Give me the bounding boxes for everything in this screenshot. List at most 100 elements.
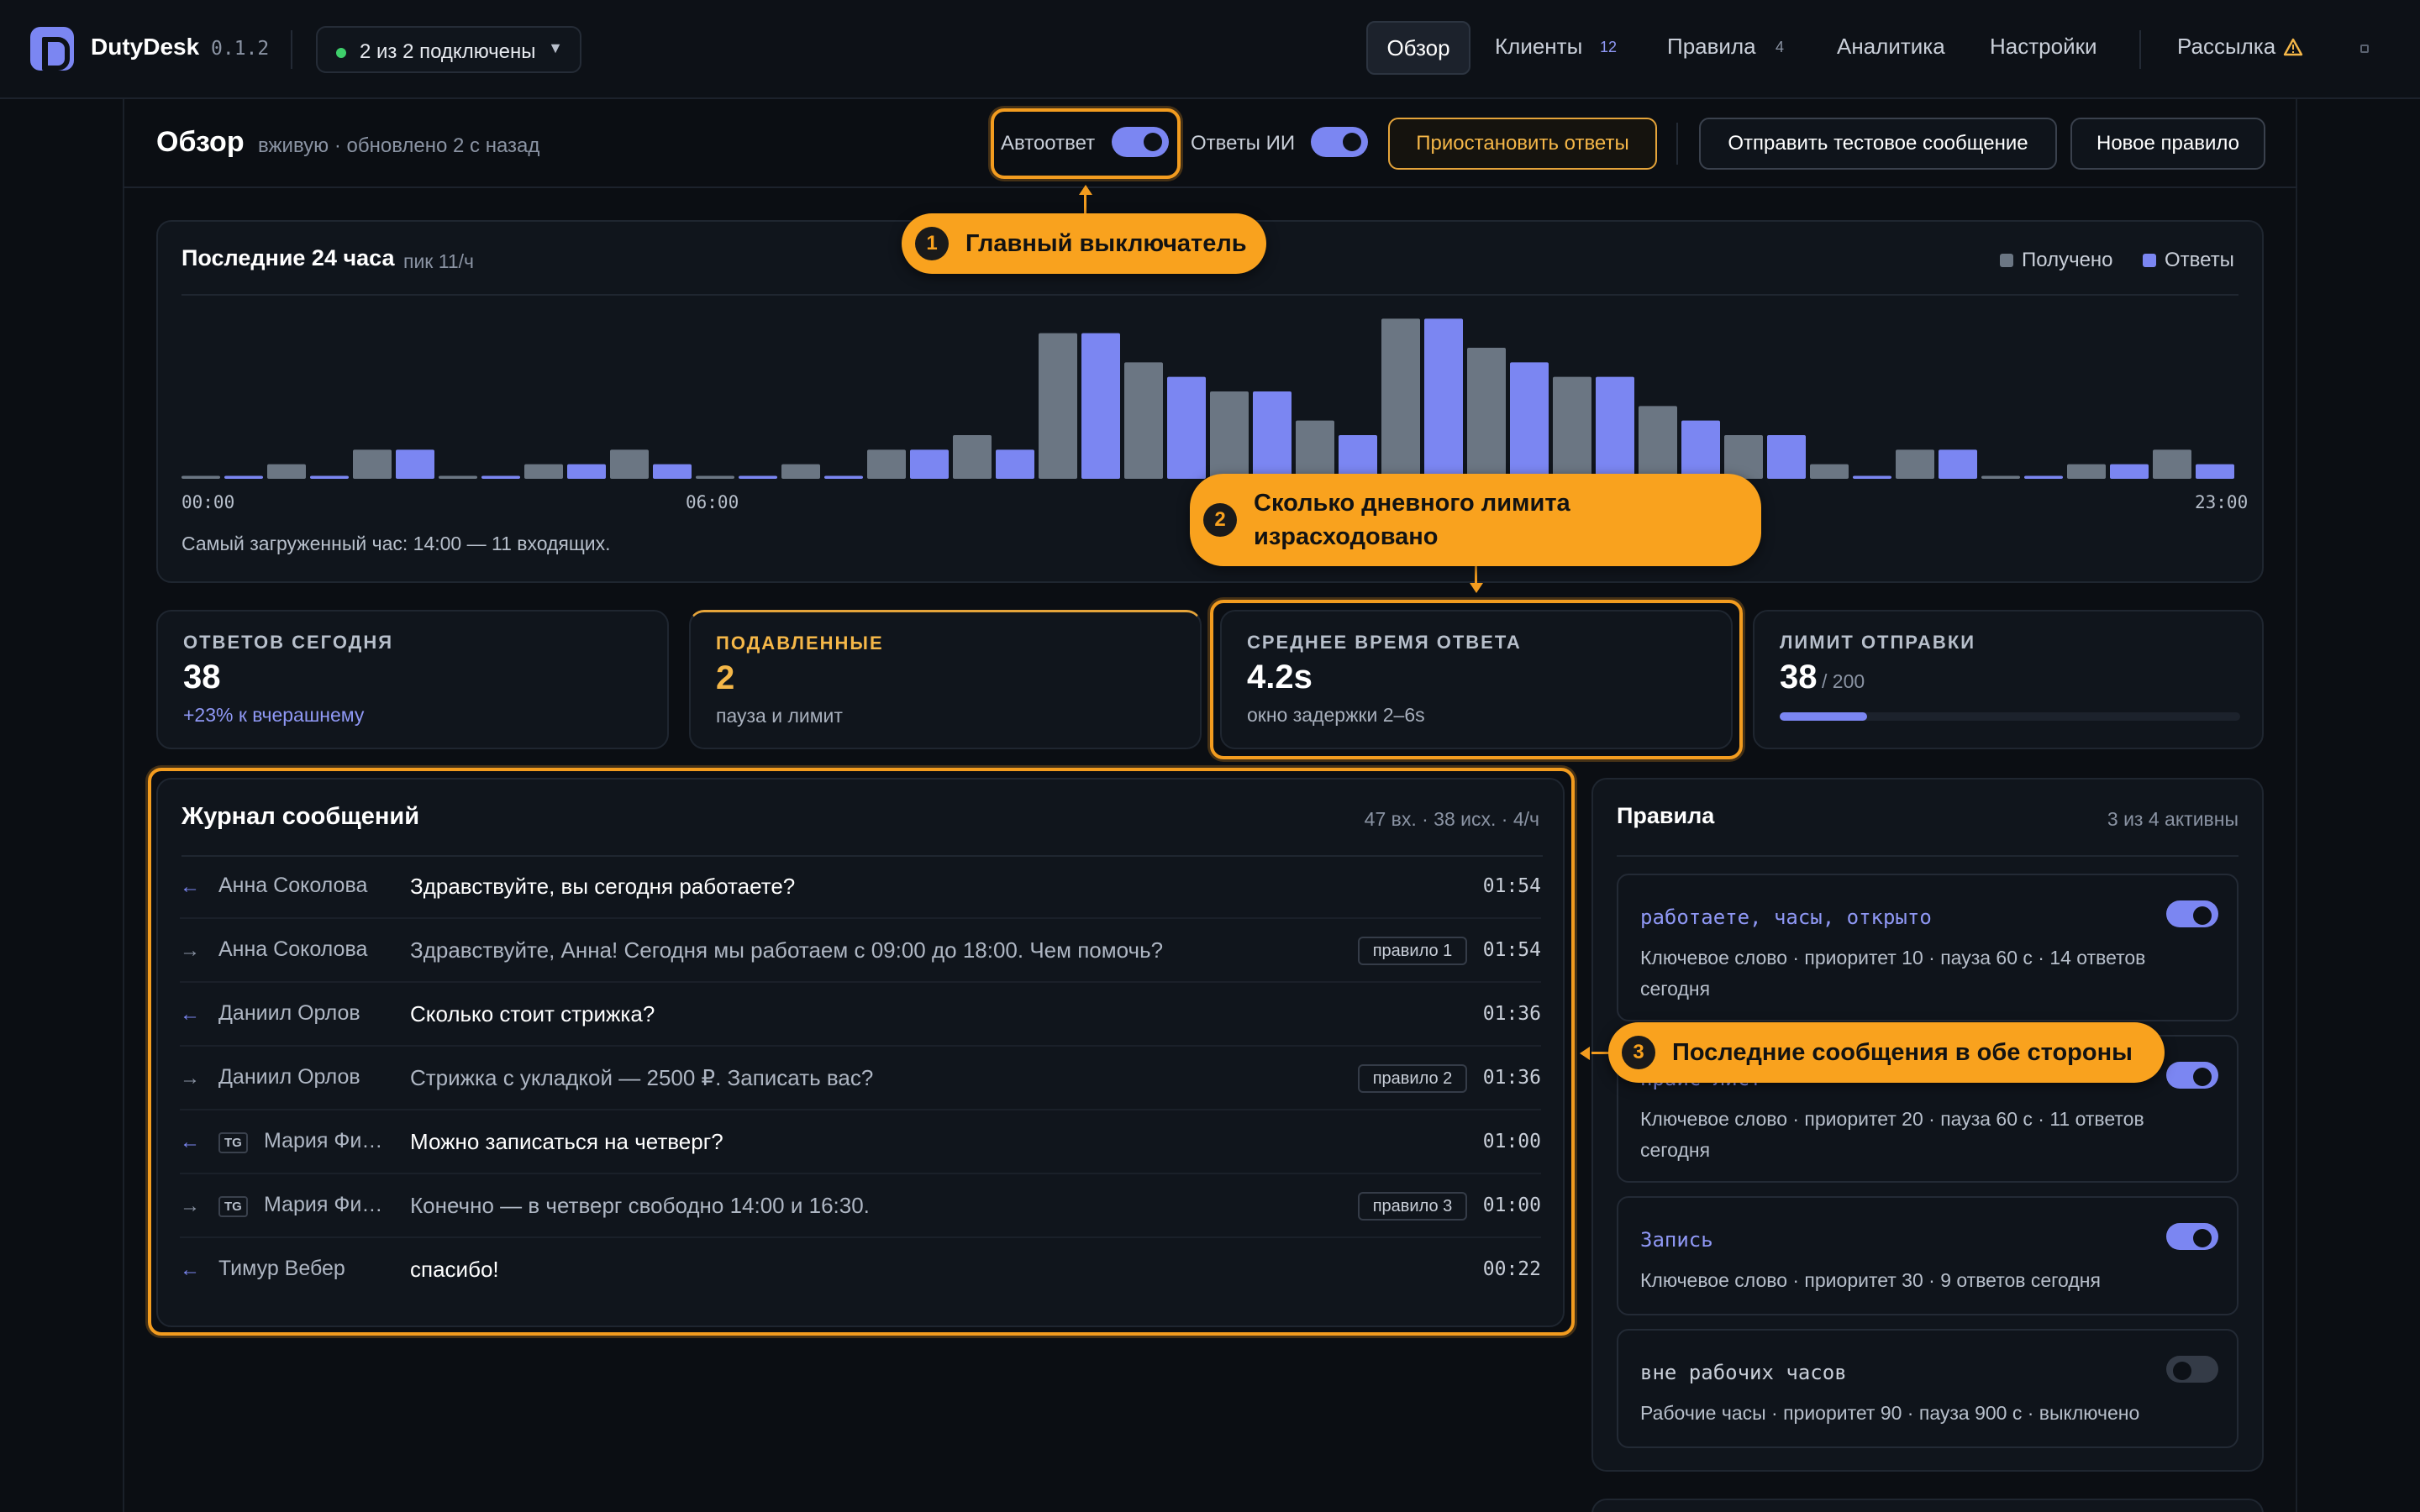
message-row[interactable]: ← Тимур Вебер спасибо! 00:22 <box>180 1238 1541 1302</box>
tab-settings[interactable]: Настройки <box>1990 34 2097 59</box>
bar-received <box>696 475 734 479</box>
divider <box>2139 30 2141 69</box>
tab-analytics[interactable]: Аналитика <box>1837 34 1945 59</box>
app-version: 0.1.2 <box>211 38 270 60</box>
bar-replies <box>224 475 263 479</box>
message-row[interactable]: ← TG Мария Фи… Можно записаться на четверг?… <box>180 1110 1541 1174</box>
bar-received <box>781 464 820 479</box>
bar-received <box>182 475 220 479</box>
rule-toggle[interactable] <box>2166 1223 2218 1250</box>
stat-sub: пауза и лимит <box>716 705 843 727</box>
ai-replies-label: Ответы ИИ <box>1191 132 1296 155</box>
activity-title: Последние 24 часа <box>182 245 395 270</box>
bar-received <box>1639 406 1677 479</box>
content-frame <box>123 99 2297 1512</box>
next-card <box>1591 1499 2264 1512</box>
connection-selector[interactable]: 2 из 2 подключены ▼ <box>316 26 581 73</box>
tab-rules[interactable]: Правила <box>1667 34 1756 59</box>
tab-overview[interactable]: Обзор <box>1366 21 1470 75</box>
window-menu-icon[interactable] <box>2360 45 2369 53</box>
tab-clients[interactable]: Клиенты <box>1495 34 1583 59</box>
stat-value: 38 <box>183 659 221 696</box>
stat-value: 4.2s <box>1247 659 1313 696</box>
incoming-arrow-icon: ← <box>180 1258 200 1281</box>
divider <box>291 30 292 69</box>
x-tick-mid: 06:00 <box>686 492 739 512</box>
new-rule-button[interactable]: Новое правило <box>2070 118 2265 170</box>
bar-received <box>1553 376 1591 479</box>
send-test-message-button[interactable]: Отправить тестовое сообщение <box>1699 118 2057 170</box>
send-limit-progress <box>1780 712 2240 721</box>
rule-description: Ключевое слово · приоритет 30 · 9 ответо… <box>1640 1269 2101 1291</box>
message-time: 01:00 <box>1482 1131 1541 1152</box>
bar-replies <box>1339 435 1377 479</box>
bar-received <box>1896 449 1934 479</box>
rule-toggle[interactable] <box>2166 900 2218 927</box>
bar-received <box>1724 435 1763 479</box>
page-subtitle: вживую · обновлено 2 с назад <box>258 134 540 157</box>
ai-replies-toggle[interactable] <box>1311 127 1368 157</box>
bar-replies <box>1596 376 1634 479</box>
incoming-arrow-icon: ← <box>180 1003 200 1026</box>
pointer-line <box>1591 1052 1610 1054</box>
rule-tag[interactable]: правило 3 <box>1358 1192 1467 1221</box>
bar-replies <box>2024 475 2063 479</box>
bar-replies <box>2110 464 2149 479</box>
message-row[interactable]: → Даниил Орлов Стрижка с укладкой — 2500 ₽… <box>180 1047 1541 1110</box>
app-name: DutyDesk <box>91 34 200 60</box>
autoreply-toggle[interactable] <box>1112 127 1169 157</box>
top-navigation-bar: DutyDesk 0.1.2 2 из 2 подключены ▼ Обзор… <box>0 0 2420 99</box>
rule-item[interactable]: работаете, часы, открыто Ключевое слово ·… <box>1617 874 2238 1021</box>
bar-received <box>1210 391 1249 479</box>
bar-replies <box>310 475 349 479</box>
rules-count-badge: 4 <box>1776 39 1785 55</box>
message-text: Можно записаться на четверг? <box>410 1129 723 1154</box>
rule-tag[interactable]: правило 1 <box>1358 937 1467 965</box>
bar-replies <box>996 449 1034 479</box>
bar-replies <box>1939 449 1977 479</box>
message-time: 01:54 <box>1482 875 1541 897</box>
message-time: 01:54 <box>1482 939 1541 961</box>
bar-replies <box>1253 391 1292 479</box>
bar-received <box>867 449 906 479</box>
stat-label: ПОДАВЛЕННЫЕ <box>716 633 884 654</box>
rule-tag[interactable]: правило 2 <box>1358 1064 1467 1093</box>
message-row[interactable]: → Анна Соколова Здравствуйте, Анна! Сегодн… <box>180 919 1541 983</box>
message-row[interactable]: ← Даниил Орлов Сколько стоит стрижка? 01:36 <box>180 983 1541 1047</box>
stat-value: 2 <box>716 659 735 696</box>
message-log-summary: 47 вх. · 38 исх. · 4/ч <box>1364 808 1539 830</box>
arrow-left-icon <box>1580 1047 1590 1060</box>
connection-status: 2 из 2 подключены <box>360 40 536 63</box>
message-text: спасибо! <box>410 1257 499 1282</box>
rule-item[interactable]: Запись Ключевое слово · приоритет 30 · 9 … <box>1617 1196 2238 1315</box>
bar-received <box>1124 362 1163 479</box>
bar-replies <box>1081 333 1120 479</box>
rule-toggle[interactable] <box>2166 1356 2218 1383</box>
bar-received <box>439 475 477 479</box>
activity-bar-chart <box>182 318 2234 479</box>
outgoing-arrow-icon: → <box>180 1194 200 1217</box>
bar-received <box>1467 348 1506 479</box>
bar-received <box>610 449 649 479</box>
callout-text: Последние сообщения в обе стороны <box>1672 1039 2133 1066</box>
stat-trend: +23% к вчерашнему <box>183 704 365 726</box>
divider <box>1617 855 2238 857</box>
message-time: 01:36 <box>1482 1003 1541 1025</box>
rule-toggle[interactable] <box>2166 1062 2218 1089</box>
message-text: Конечно — в четверг свободно 14:00 и 16:… <box>410 1193 870 1218</box>
rule-name: Запись <box>1640 1228 1713 1252</box>
bar-received <box>1381 318 1420 479</box>
bar-replies <box>824 475 863 479</box>
message-row[interactable]: → TG Мария Фи… Конечно — в четверг свободно… <box>180 1174 1541 1238</box>
divider <box>1676 123 1678 165</box>
pause-replies-button[interactable]: Приостановить ответы <box>1388 118 1657 170</box>
callout-text-line2: израсходовано <box>1254 523 1439 550</box>
bar-replies <box>2196 464 2234 479</box>
rule-item[interactable]: вне рабочих часов Рабочие часы · приорите… <box>1617 1329 2238 1448</box>
rule-name: вне рабочих часов <box>1640 1361 1847 1384</box>
tab-mailing[interactable]: Рассылка <box>2177 34 2276 59</box>
rules-title: Правила <box>1617 803 1715 828</box>
telegram-badge: TG <box>218 1196 248 1217</box>
x-tick-end: 23:00 <box>2195 492 2249 512</box>
message-row[interactable]: ← Анна Соколова Здравствуйте, вы сегодня р… <box>180 855 1541 919</box>
